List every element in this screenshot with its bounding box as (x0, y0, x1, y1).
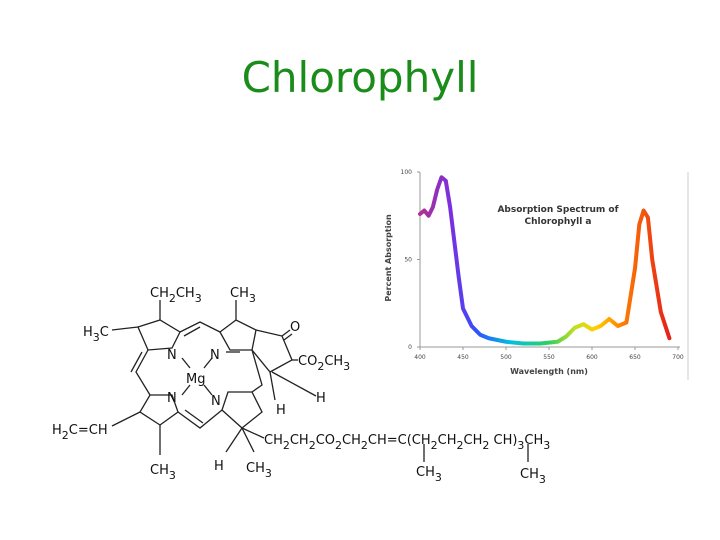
atom-text: CH (290, 433, 309, 448)
atom-text: N (167, 391, 177, 406)
subscript: 3 (517, 439, 524, 452)
y-tick-label: 50 (404, 257, 412, 264)
y-tick-label: 0 (408, 344, 412, 351)
x-tick-label: 550 (543, 354, 555, 361)
atom-text: CH (438, 433, 457, 448)
atom-label: N (210, 348, 220, 363)
subscript: 2 (317, 360, 324, 373)
chart-title: Chlorophyll a (525, 217, 592, 227)
subscript: 3 (195, 292, 202, 305)
subscript: 2 (309, 439, 316, 452)
atom-text: CH) (489, 433, 517, 448)
subscript: 2 (457, 439, 464, 452)
y-tick-label: 100 (401, 169, 413, 176)
atom-text: C (100, 325, 109, 340)
atom-text: CH (342, 433, 361, 448)
subscript: 3 (169, 469, 176, 482)
subscript: 3 (539, 473, 546, 486)
atom-label: N (167, 391, 177, 406)
subscript: 2 (62, 429, 69, 442)
atom-label: CH2CH3 (150, 286, 202, 305)
atom-text: Mg (186, 372, 205, 387)
x-tick-label: 500 (500, 354, 512, 361)
atom-label: CH3 (246, 461, 272, 480)
atom-label: O (290, 320, 300, 335)
spectrum-figure: Absorption Spectrum of Chlorophyll a Wav… (384, 172, 689, 380)
atom-label: N (167, 348, 177, 363)
atom-text: H (214, 459, 224, 474)
atom-label: H (316, 391, 326, 406)
atom-label: CH3 (230, 286, 256, 305)
atom-label: CO2CH3 (298, 354, 350, 373)
atom-text: H (83, 325, 93, 340)
slide-title: Chlorophyll (242, 53, 479, 102)
atom-text: CH (520, 467, 539, 482)
atom-text: CH (264, 433, 283, 448)
x-tick-label: 400 (414, 354, 426, 361)
atom-text: CH (524, 433, 543, 448)
subscript: 2 (482, 439, 489, 452)
atom-label: H (276, 403, 286, 418)
atom-text: N (210, 348, 220, 363)
x-tick-label: 600 (586, 354, 598, 361)
atom-text: CH (230, 286, 249, 301)
subscript: 2 (431, 439, 438, 452)
subscript: 3 (543, 439, 550, 452)
atom-text: N (167, 348, 177, 363)
subscript: 2 (283, 439, 290, 452)
atom-text: CO (316, 433, 335, 448)
atom-label: CH3 (520, 467, 546, 486)
chart-title: Absorption Spectrum of (497, 205, 618, 215)
atom-text: N (211, 394, 221, 409)
subscript: 3 (93, 331, 100, 344)
x-tick-label: 450 (457, 354, 469, 361)
atom-text: H (276, 403, 286, 418)
x-tick-label: 650 (629, 354, 641, 361)
subscript: 3 (265, 467, 272, 480)
atom-text: CH (150, 286, 169, 301)
atom-label: H (214, 459, 224, 474)
x-axis-label: Wavelength (nm) (510, 367, 588, 376)
subscript: 3 (249, 292, 256, 305)
x-tick-label: 700 (672, 354, 684, 361)
spectrum-line (418, 175, 672, 346)
atom-text: H (52, 423, 62, 438)
atom-text: O (290, 320, 300, 335)
structure-bonds (111, 300, 529, 462)
atom-text: CH (176, 286, 195, 301)
subscript: 3 (435, 471, 442, 484)
subscript: 2 (335, 439, 342, 452)
atom-text: CH (246, 461, 265, 476)
atom-label: CH3 (416, 465, 442, 484)
atom-text: CH (150, 463, 169, 478)
atom-label: Mg (186, 372, 205, 387)
subscript: 3 (343, 360, 350, 373)
subscript: 2 (361, 439, 368, 452)
atom-text: H (316, 391, 326, 406)
atom-text: CH (416, 465, 435, 480)
atom-text: C=CH (69, 423, 108, 438)
atom-label: H2C=CH (52, 423, 108, 442)
subscript: 2 (169, 292, 176, 305)
atom-label: N (211, 394, 221, 409)
atom-label: CH3 (150, 463, 176, 482)
atom-text: CH (324, 354, 343, 369)
atom-label: H3C (83, 325, 109, 344)
atom-text: CO (298, 354, 317, 369)
atom-label: CH2CH2CO2CH2CH=C(CH2CH2CH2 CH)3CH3 (264, 433, 550, 452)
atom-text: CH=C(CH (368, 433, 431, 448)
atom-text: CH (464, 433, 483, 448)
y-axis-label: Percent Absorption (384, 214, 393, 302)
